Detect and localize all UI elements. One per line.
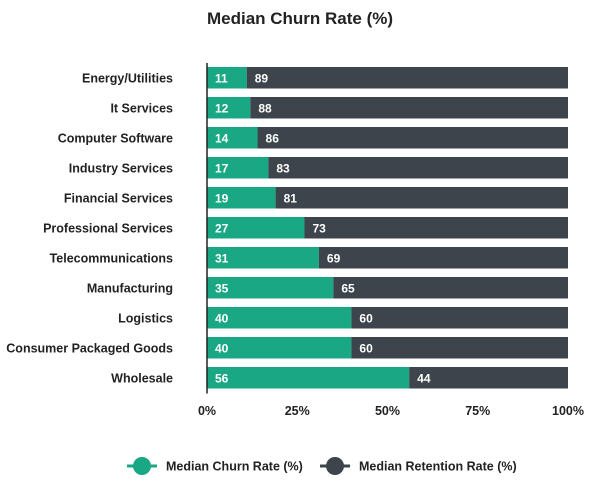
bar-churn — [207, 67, 247, 89]
data-label: 44 — [417, 371, 431, 385]
x-tick-label: 25% — [285, 404, 310, 418]
category-label: Telecommunications — [50, 251, 173, 265]
chart-title: Median Churn Rate (%) — [207, 9, 393, 28]
bar-retention — [304, 217, 568, 239]
bar-retention — [351, 307, 568, 329]
legend-marker — [133, 457, 151, 475]
x-tick-labels: 0% 25% 50% 75% 100% — [198, 404, 584, 418]
data-label: 19 — [215, 191, 229, 205]
bar-retention — [257, 127, 568, 149]
category-label: Manufacturing — [87, 281, 173, 295]
data-label: 65 — [341, 281, 355, 295]
data-label: 81 — [284, 191, 298, 205]
data-label: 12 — [215, 101, 229, 115]
data-label: 86 — [266, 131, 280, 145]
x-tick-label: 50% — [375, 404, 400, 418]
bar-retention — [409, 367, 568, 389]
bar-retention — [250, 97, 568, 119]
bar-churn — [207, 217, 305, 239]
bar-retention — [268, 157, 568, 179]
bar-churn — [207, 367, 410, 389]
bar-retention — [246, 67, 568, 89]
data-label: 69 — [327, 251, 341, 265]
bar-churn — [207, 277, 334, 299]
bar-retention — [333, 277, 568, 299]
category-label: Wholesale — [111, 371, 173, 385]
category-label: Industry Services — [69, 161, 173, 175]
bar-churn — [207, 247, 319, 269]
legend-label: Median Churn Rate (%) — [166, 460, 303, 474]
data-label: 40 — [215, 341, 229, 355]
category-label: Professional Services — [43, 221, 173, 235]
data-label: 35 — [215, 281, 229, 295]
bar-churn — [207, 157, 269, 179]
bars-group: 11 89 12 88 14 86 17 83 19 81 27 73 31 69 35 65 40 60 40 60… — [207, 67, 568, 389]
category-label: Financial Services — [64, 191, 173, 205]
data-label: 60 — [359, 341, 373, 355]
bar-retention — [318, 247, 568, 269]
data-label: 83 — [276, 161, 290, 175]
data-label: 14 — [215, 131, 229, 145]
category-label: Logistics — [118, 311, 173, 325]
legend: Median Churn Rate (%) Median Retention Ra… — [127, 457, 517, 475]
bar-churn — [207, 337, 352, 359]
category-label: It Services — [110, 101, 173, 115]
bar-churn — [207, 307, 352, 329]
x-tick-label: 75% — [465, 404, 490, 418]
bar-churn — [207, 97, 251, 119]
legend-label: Median Retention Rate (%) — [359, 460, 517, 474]
data-label: 73 — [312, 221, 326, 235]
category-labels: Energy/Utilities It Services Computer Soft… — [6, 71, 173, 385]
bar-churn — [207, 187, 276, 209]
bar-churn — [207, 127, 258, 149]
data-label: 17 — [215, 161, 229, 175]
category-label: Computer Software — [58, 131, 173, 145]
x-tick-label: 0% — [198, 404, 216, 418]
data-label: 11 — [215, 71, 228, 85]
data-label: 89 — [255, 71, 269, 85]
data-label: 27 — [215, 221, 229, 235]
data-label: 56 — [215, 371, 229, 385]
data-label: 31 — [215, 251, 229, 265]
data-label: 40 — [215, 311, 229, 325]
data-label: 60 — [359, 311, 373, 325]
category-label: Energy/Utilities — [82, 71, 173, 85]
legend-marker — [326, 457, 344, 475]
x-tick-label: 100% — [552, 404, 584, 418]
data-label: 88 — [258, 101, 272, 115]
bar-retention — [351, 337, 568, 359]
bar-retention — [275, 187, 568, 209]
category-label: Consumer Packaged Goods — [6, 341, 173, 355]
